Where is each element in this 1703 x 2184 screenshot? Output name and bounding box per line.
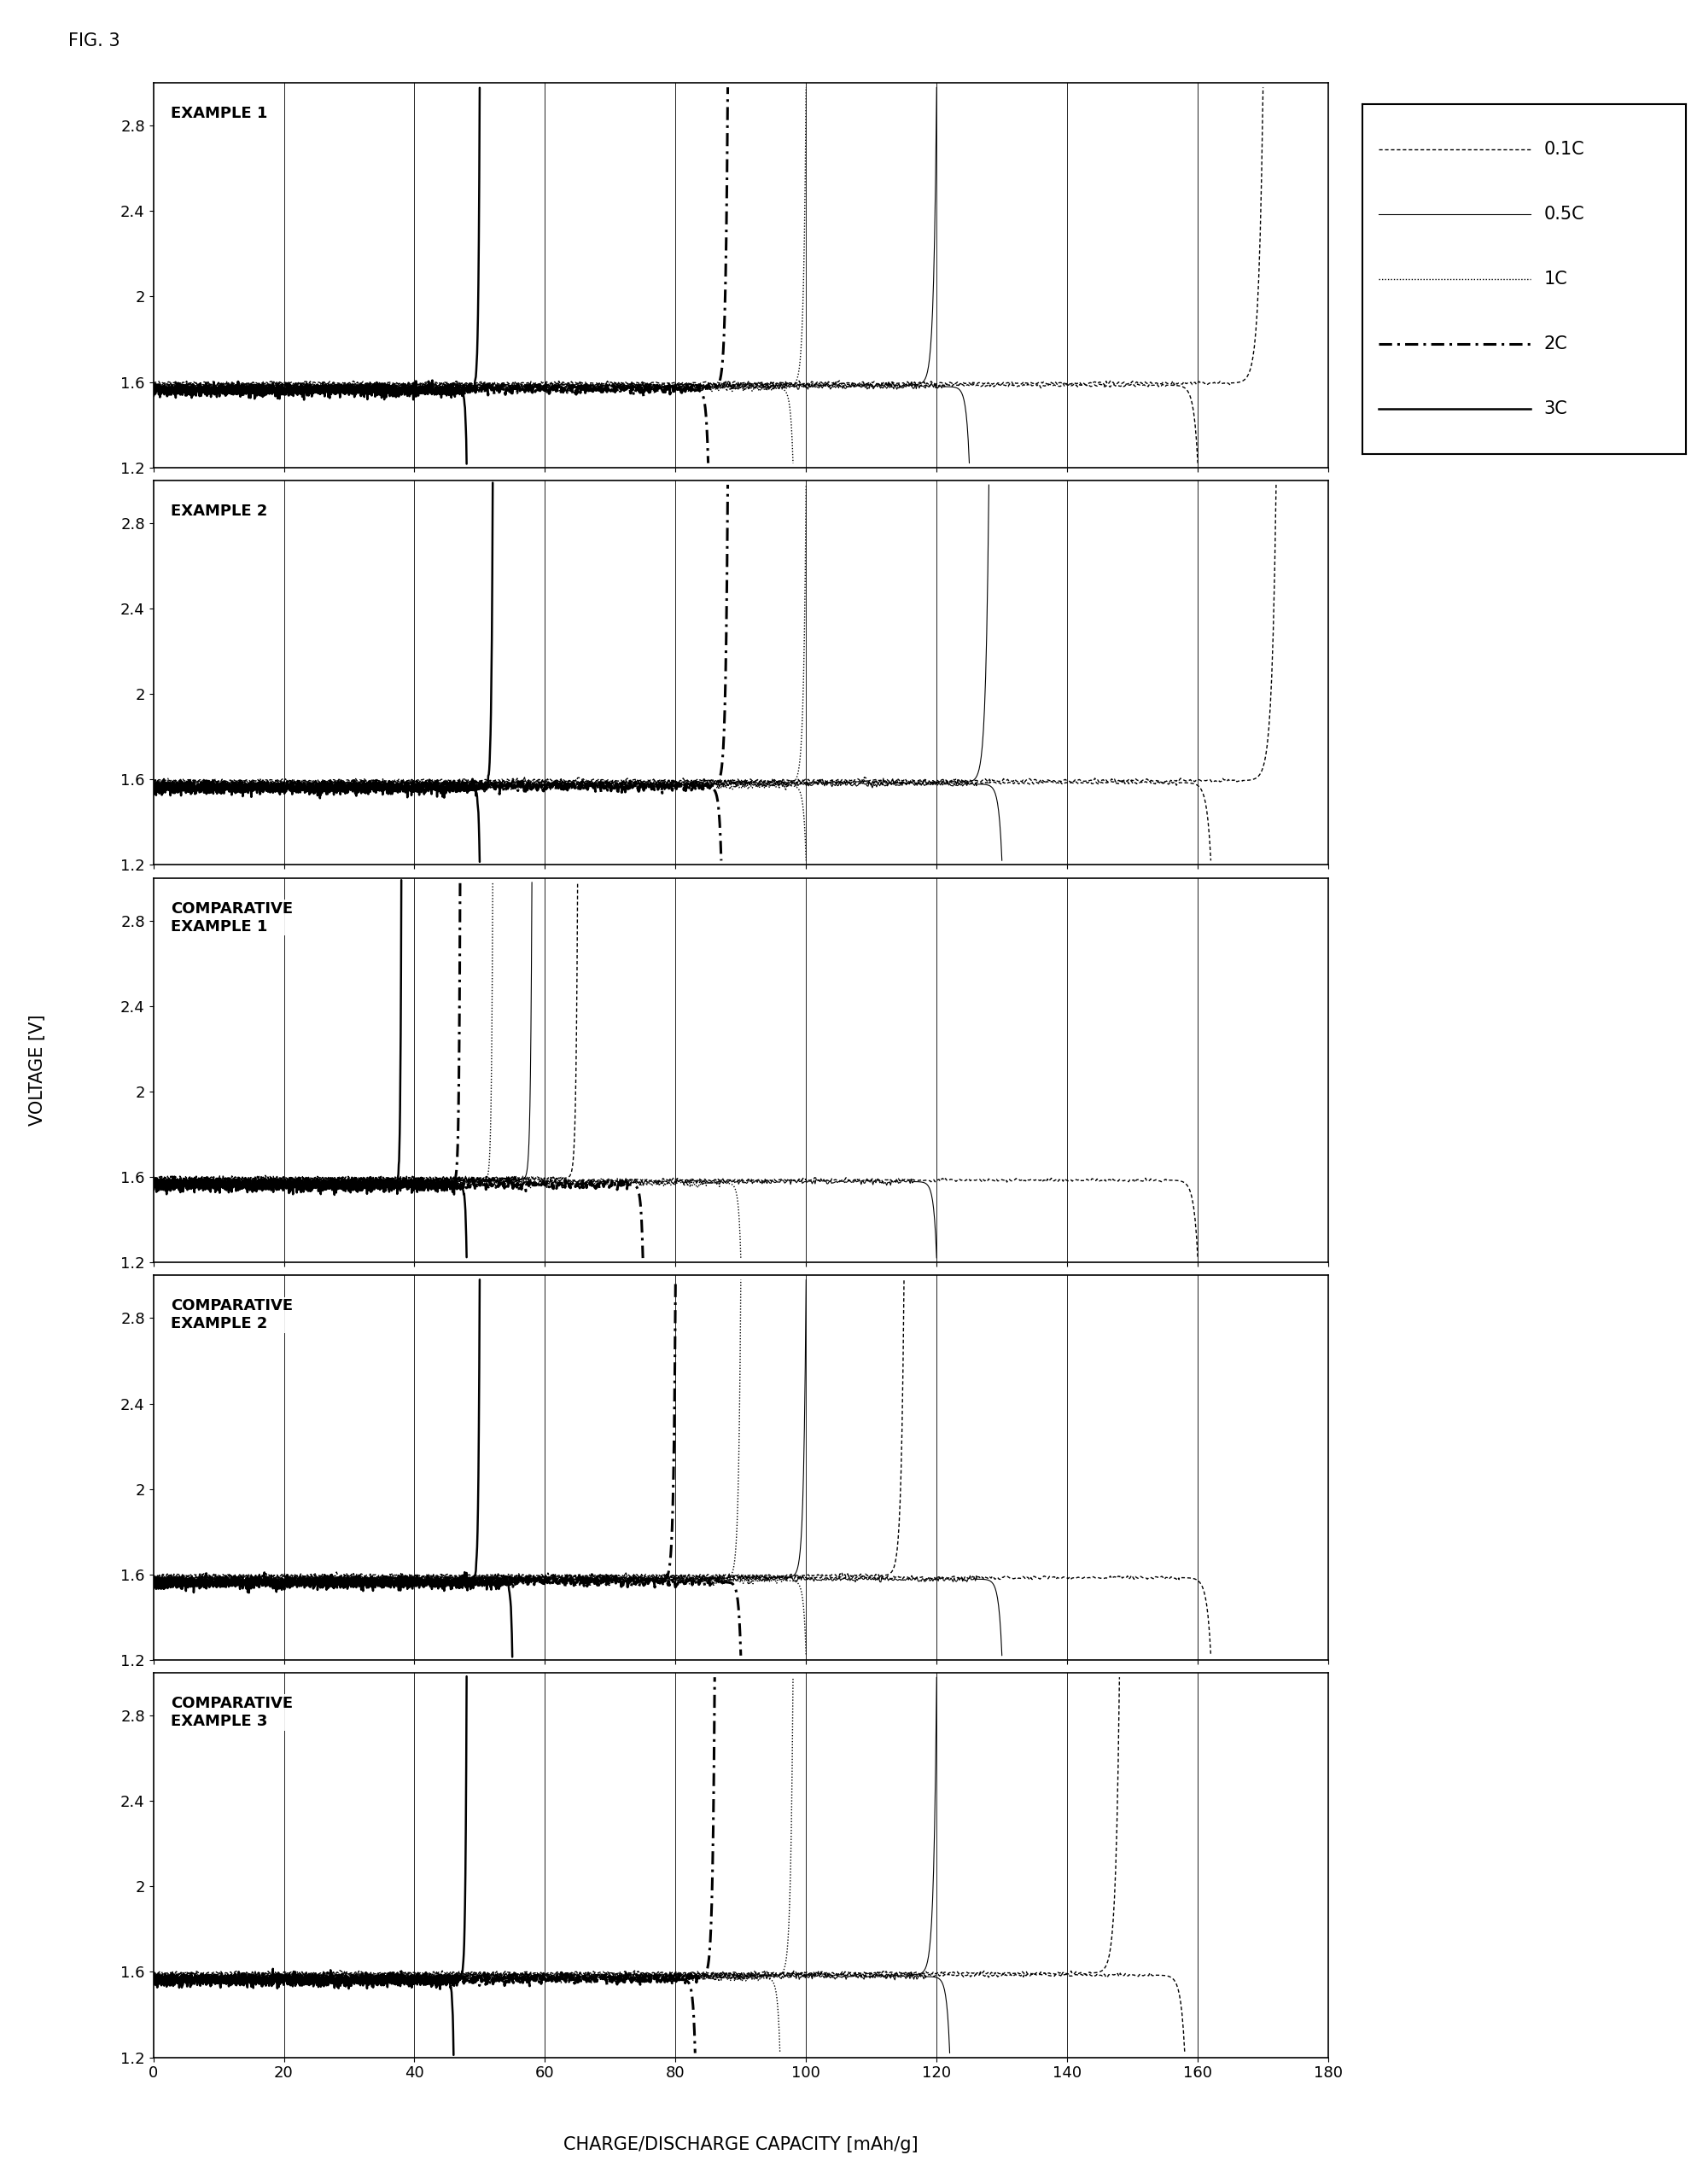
Text: COMPARATIVE
EXAMPLE 2: COMPARATIVE EXAMPLE 2 [170, 1299, 293, 1332]
Text: FIG. 3: FIG. 3 [68, 33, 119, 50]
Text: EXAMPLE 2: EXAMPLE 2 [170, 505, 267, 520]
Text: EXAMPLE 1: EXAMPLE 1 [170, 107, 267, 122]
Text: CHARGE/DISCHARGE CAPACITY [mAh/g]: CHARGE/DISCHARGE CAPACITY [mAh/g] [564, 2136, 918, 2153]
Text: COMPARATIVE
EXAMPLE 1: COMPARATIVE EXAMPLE 1 [170, 902, 293, 935]
Text: 1C: 1C [1543, 271, 1567, 288]
Text: 3C: 3C [1543, 400, 1567, 417]
Text: 0.5C: 0.5C [1543, 205, 1584, 223]
Text: 2C: 2C [1543, 336, 1567, 352]
Text: VOLTAGE [V]: VOLTAGE [V] [29, 1016, 46, 1125]
Text: 0.1C: 0.1C [1543, 142, 1584, 157]
Text: COMPARATIVE
EXAMPLE 3: COMPARATIVE EXAMPLE 3 [170, 1697, 293, 1730]
